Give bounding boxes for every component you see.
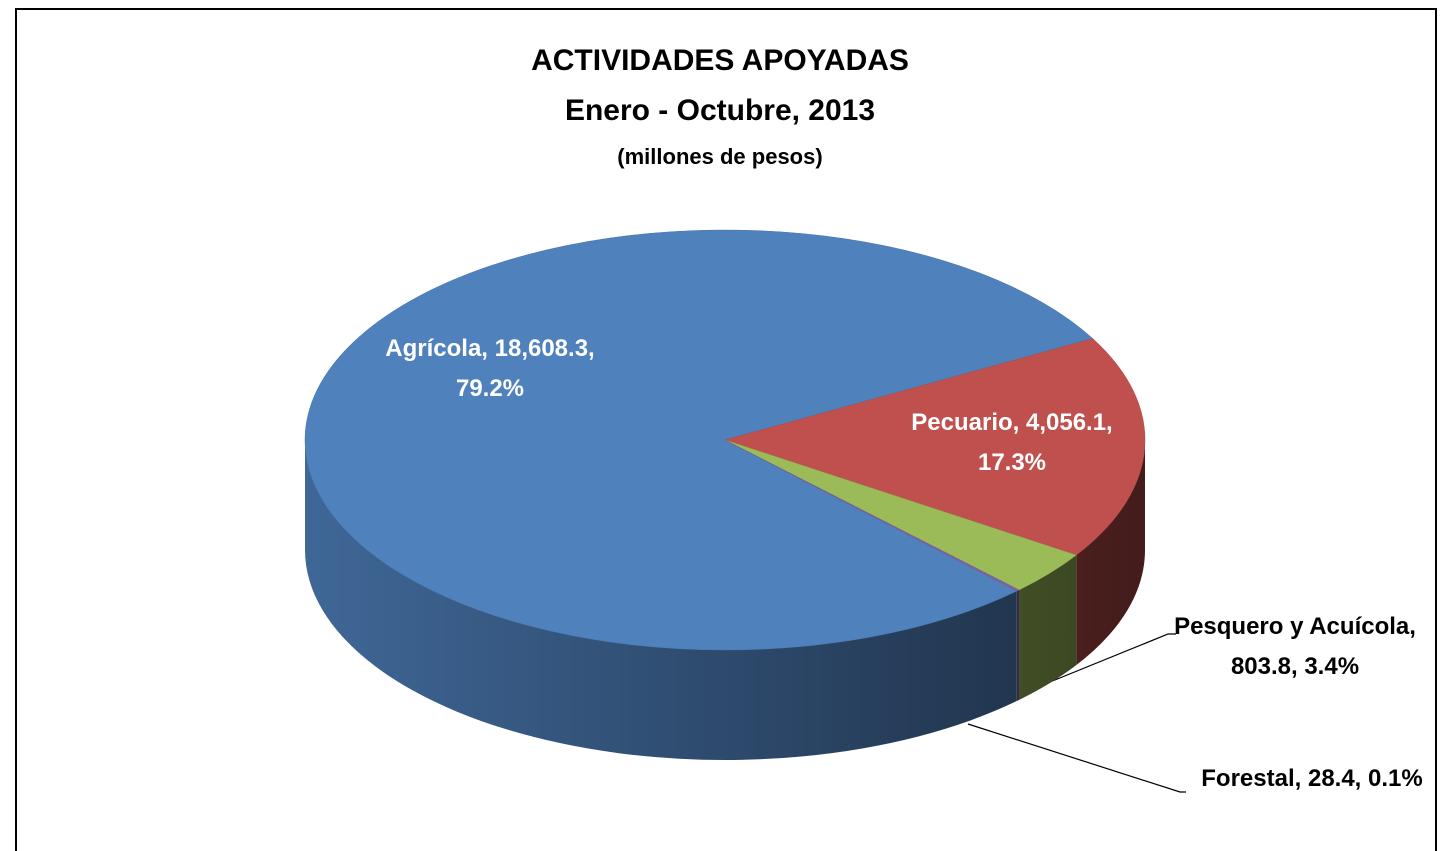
data-label-line: 79.2% <box>456 375 524 402</box>
data-label-line: 17.3% <box>978 449 1046 476</box>
data-label-line: Pecuario, 4,056.1, <box>911 409 1112 436</box>
data-label: Pesquero y Acuícola, 803.8, 3.4% <box>1174 613 1416 680</box>
slice-walls <box>305 440 1145 761</box>
slice-side <box>305 440 1017 761</box>
slice <box>304 229 1094 651</box>
data-label: Agrícola, 18,608.3, 79.2% <box>385 335 594 402</box>
slice-tops <box>304 229 1146 651</box>
data-label-line: Pesquero y Acuícola, <box>1174 613 1416 640</box>
data-label: Forestal, 28.4, 0.1% <box>1201 765 1422 792</box>
chart-subtitle: Enero - Octubre, 2013 <box>565 94 875 127</box>
chart-unit: (millones de pesos) <box>617 144 822 169</box>
data-label: Pecuario, 4,056.1, 17.3% <box>911 409 1112 476</box>
data-label-line: 803.8, 3.4% <box>1231 653 1359 680</box>
slice <box>724 338 1146 556</box>
slice-side <box>1076 440 1145 666</box>
chart-title: ACTIVIDADES APOYADAS <box>531 44 909 77</box>
slice-side <box>1016 589 1020 702</box>
slice <box>724 439 1020 592</box>
leader-line <box>1017 633 1176 696</box>
slice-side <box>1019 555 1077 700</box>
data-label-line: Forestal, 28.4, 0.1% <box>1201 765 1422 792</box>
leader-line <box>967 723 1186 793</box>
data-label-line: Agrícola, 18,608.3, <box>385 335 594 362</box>
